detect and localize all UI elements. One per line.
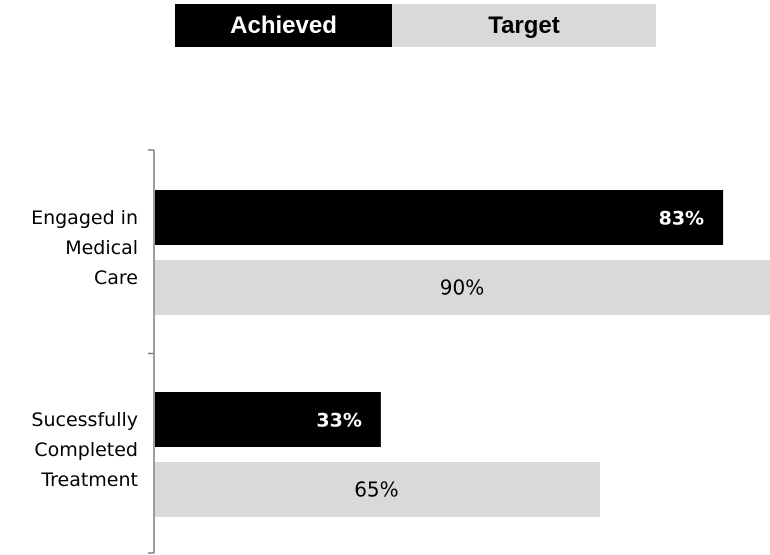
category-label-line: Medical: [65, 237, 138, 259]
data-label-achieved-0: 83%: [659, 208, 704, 230]
category-label-0: Engaged in Medical Care: [0, 203, 138, 293]
bar-target-1: [155, 462, 600, 517]
category-label-1: Sucessfully Completed Treatment: [0, 405, 138, 495]
bar-target-0: [155, 260, 770, 315]
data-label-achieved-1: 33%: [316, 410, 361, 432]
bar-achieved-0: [155, 190, 724, 245]
category-label-line: Completed: [34, 439, 138, 461]
legend-achieved: Achieved: [175, 4, 392, 47]
data-label-target-0: 90%: [440, 276, 484, 300]
category-label-line: Sucessfully: [31, 409, 138, 431]
category-label-line: Engaged in: [31, 207, 138, 229]
chart-legend: Achieved Target: [175, 4, 656, 47]
data-label-target-1: 65%: [354, 478, 398, 502]
category-label-line: Care: [94, 267, 138, 289]
bar-achieved-1: [155, 392, 381, 447]
legend-target: Target: [392, 4, 656, 47]
category-label-line: Treatment: [41, 469, 138, 491]
